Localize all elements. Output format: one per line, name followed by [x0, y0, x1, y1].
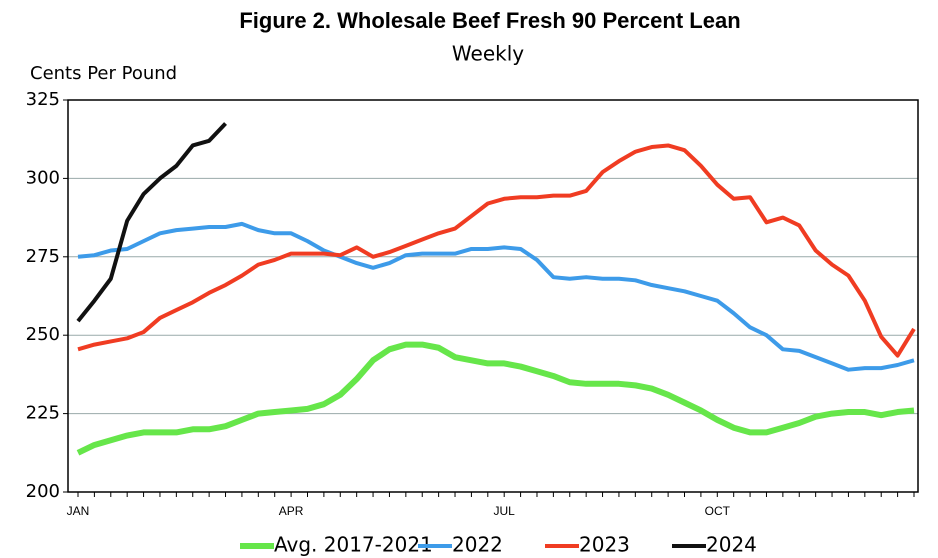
y-axis-label: Cents Per Pound: [30, 63, 177, 84]
legend-label: 2024: [706, 533, 757, 557]
y-tick-label: 200: [26, 481, 60, 502]
plot-frame: [67, 99, 919, 493]
series-line: [77, 143, 916, 358]
x-tick-label: OCT: [705, 504, 731, 518]
x-tick-label: JAN: [67, 504, 90, 518]
x-tick-label: APR: [279, 504, 304, 518]
legend-label: 2023: [579, 533, 630, 557]
series-line: [76, 341, 915, 456]
chart-title: Figure 2. Wholesale Beef Fresh 90 Percen…: [239, 8, 740, 33]
y-tick-label: 250: [26, 324, 60, 345]
series-line: [77, 221, 915, 372]
legend-label: Avg. 2017-2021: [274, 533, 433, 557]
series-line: [76, 122, 227, 323]
y-tick-label: 225: [26, 403, 60, 424]
x-tick-label: JUL: [494, 504, 516, 518]
y-tick-label: 300: [26, 167, 60, 188]
chart-subtitle: Weekly: [452, 42, 524, 66]
y-tick-label: 325: [26, 89, 60, 110]
y-tick-label: 275: [26, 246, 60, 267]
legend-label: 2022: [452, 533, 503, 557]
